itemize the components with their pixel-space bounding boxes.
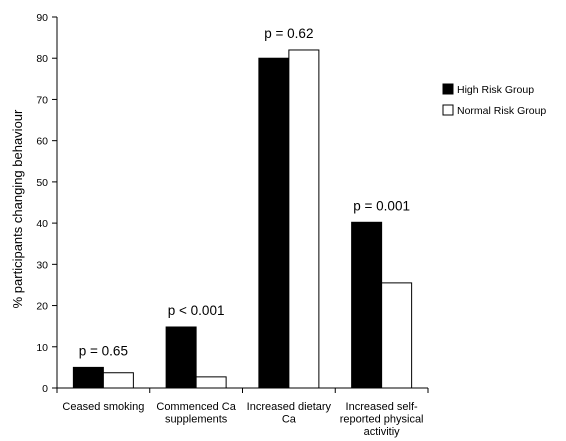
y-tick-label: 20 [36,301,48,313]
category-label: Increased self-reported physical activiti… [340,401,424,438]
p-value-label: p < 0.001 [168,303,225,318]
bar-normal-risk [195,376,227,389]
category-label: Commenced Ca supplements [156,401,236,426]
p-value-label: p = 0.65 [79,343,128,358]
bars [72,49,413,389]
legend-swatch [442,83,454,95]
y-tick-label: 90 [36,12,48,24]
legend-swatch [442,104,454,116]
y-tick-label: 70 [36,94,48,106]
p-value-label: p = 0.001 [353,198,410,213]
y-tick-label: 10 [36,342,48,354]
category-label-line: Increased self- [346,401,418,413]
category-label-line: reported physical [340,414,424,426]
y-tick-label: 80 [36,53,48,65]
bar-normal-risk [102,372,134,389]
y-tick-label: 40 [36,218,48,230]
y-tick-label: 30 [36,259,48,271]
category-label: Ceased smoking [62,401,144,413]
bar-high-risk [72,366,104,389]
y-tick-label: 0 [42,383,48,395]
bar-high-risk [351,221,383,389]
category-label: Increased dietary Ca [247,401,332,426]
bar-normal-risk [288,49,320,389]
category-label-line: Commenced Ca [156,401,236,413]
category-label-line: Ceased smoking [62,401,144,413]
y-axis-title: % participants changing behaviour [10,109,25,308]
legend-label: Normal Risk Group [457,105,546,117]
y-axis-label: % participants changing behaviour [10,109,25,308]
y-tick-label: 60 [36,136,48,148]
category-label-line: supplements [165,414,228,426]
bar-high-risk [258,57,290,389]
y-tick-label: 50 [36,177,48,189]
category-label-line: Ca [282,414,297,426]
x-axis-labels: Ceased smoking Commenced Ca supplements Inc… [62,401,423,438]
legend: High Risk Group Normal Risk Group [442,83,546,117]
category-label-line: Increased dietary [247,401,332,413]
p-value-label: p = 0.62 [264,26,313,41]
bar-normal-risk [381,282,413,389]
legend-label: High Risk Group [457,84,534,96]
category-label-line: activitiy [364,426,401,438]
p-value-annotations: p = 0.65 p < 0.001 p = 0.62 p = 0.001 [79,26,410,358]
bar-high-risk [165,326,197,389]
